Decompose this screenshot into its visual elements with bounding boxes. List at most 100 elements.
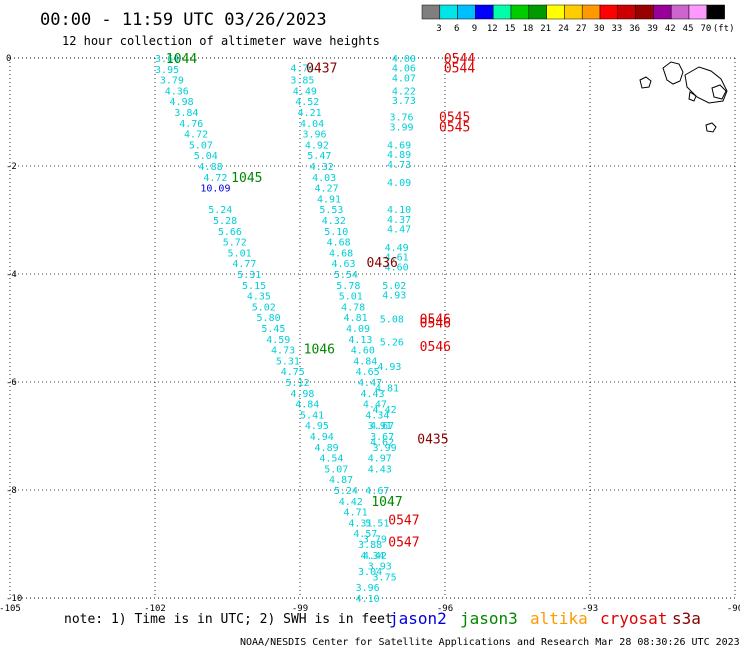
swh-value-label: 4.65 bbox=[356, 367, 380, 378]
colorbar-swatch bbox=[457, 4, 476, 20]
colorbar-tick-label: 15 bbox=[505, 24, 516, 34]
colorbar-swatch bbox=[599, 4, 619, 20]
swh-value-label: 5.26 bbox=[380, 338, 404, 349]
swh-value-label: 5.31 bbox=[237, 270, 261, 281]
swh-value-label: 4.03 bbox=[312, 173, 336, 184]
swh-value-label: 4.62 bbox=[370, 437, 394, 448]
swh-value-label: 3.88 bbox=[358, 540, 382, 551]
swh-value-label: 4.10 bbox=[387, 205, 411, 216]
swh-value-label: 5.66 bbox=[218, 227, 242, 238]
footer-credit: NOAA/NESDIS Center for Satellite Applica… bbox=[240, 637, 740, 648]
swh-value-label: 3.96 bbox=[356, 583, 380, 594]
swh-value-label: 4.95 bbox=[305, 421, 329, 432]
swh-value-label: 5.31 bbox=[276, 356, 300, 367]
colorbar-swatch bbox=[510, 4, 530, 20]
data-points: 3.643.953.794.364.983.844.764.725.075.04… bbox=[155, 54, 416, 605]
pass-time-label: 0545 bbox=[439, 110, 470, 125]
x-tick-label: -99 bbox=[292, 604, 308, 614]
swh-value-label: 3.75 bbox=[373, 572, 397, 583]
island-outline bbox=[711, 84, 727, 100]
swh-value-label: 4.13 bbox=[348, 335, 372, 346]
swh-value-label: 5.01 bbox=[339, 292, 363, 303]
colorbar-swatch bbox=[581, 4, 601, 20]
y-axis-ticks: 0 -2 -4 -6 -8 -10 bbox=[6, 54, 22, 604]
colorbar: 3 6 9 12 15 18 21 24 27 30 33 36 39 42 45 70 (ft) bbox=[421, 4, 735, 34]
pass-time-label: 0436 bbox=[367, 256, 398, 271]
swh-value-label: 3.73 bbox=[392, 96, 416, 107]
colorbar-tick-label: 3 bbox=[436, 24, 441, 34]
swh-value-label: 3.64 bbox=[155, 54, 179, 65]
colorbar-tick-label: 30 bbox=[594, 24, 605, 34]
swh-value-label: 3.67 bbox=[370, 432, 394, 443]
swh-value-label: 4.97 bbox=[368, 454, 392, 465]
satellite-legend-jason2: jason2 bbox=[389, 609, 447, 628]
swh-value-label: 4.31 bbox=[348, 518, 372, 529]
island-outline bbox=[684, 66, 728, 104]
swh-value-label: 4.81 bbox=[344, 313, 368, 324]
swh-value-label: 4.32 bbox=[322, 216, 346, 227]
swh-value-label: 5.41 bbox=[300, 410, 324, 421]
swh-value-label: 4.76 bbox=[179, 119, 203, 130]
colorbar-tick-label: 24 bbox=[558, 24, 569, 34]
swh-value-label: 5.72 bbox=[223, 238, 247, 249]
swh-value-label: 4.04 bbox=[300, 119, 324, 130]
swh-value-label: 4.78 bbox=[341, 302, 365, 313]
swh-value-label: 4.32 bbox=[310, 162, 334, 173]
colorbar-tick-label: 36 bbox=[629, 24, 640, 34]
pass-time-label: 1046 bbox=[304, 343, 335, 358]
time-labels: 1044043705440544054505451045043605460546… bbox=[166, 52, 475, 550]
swh-value-label: 3.99 bbox=[373, 443, 397, 454]
colorbar-swatch bbox=[635, 4, 654, 20]
swh-value-label: 4.74 bbox=[290, 64, 314, 75]
chart-title: 00:00 - 11:59 UTC 03/26/2023 bbox=[40, 10, 327, 30]
colorbar-tick-label: 21 bbox=[540, 24, 551, 34]
swh-value-label: 5.28 bbox=[213, 216, 237, 227]
colorbar-tick-label: 12 bbox=[487, 24, 498, 34]
island-outline bbox=[688, 91, 697, 102]
swh-value-label: 4.98 bbox=[290, 389, 314, 400]
pass-time-label: 0546 bbox=[420, 317, 451, 332]
pass-time-label: 1047 bbox=[371, 495, 402, 510]
y-tick-label: -10 bbox=[6, 594, 22, 604]
swh-value-label: 4.60 bbox=[385, 262, 409, 273]
swh-value-label: 4.37 bbox=[387, 215, 411, 226]
swh-value-label: 4.84 bbox=[295, 400, 319, 411]
swh-value-label: 4.07 bbox=[392, 73, 416, 84]
swh-value-label: 4.67 bbox=[370, 421, 394, 432]
swh-value-label: 4.47 bbox=[363, 400, 387, 411]
swh-value-label: 5.54 bbox=[334, 270, 358, 281]
grid bbox=[9, 57, 736, 599]
swh-value-label: 4.63 bbox=[331, 259, 355, 270]
swh-value-label: 3.79 bbox=[160, 76, 184, 87]
y-tick-label: -2 bbox=[6, 162, 17, 172]
swh-value-label: 4.34 bbox=[360, 551, 384, 562]
swh-value-label: 3.95 bbox=[155, 65, 179, 76]
swh-value-label: 5.45 bbox=[261, 324, 285, 335]
swh-value-label: 4.68 bbox=[327, 238, 351, 249]
swh-value-label: 4.93 bbox=[377, 362, 401, 373]
pass-time-label: 1044 bbox=[166, 52, 197, 67]
colorbar-swatch bbox=[670, 4, 690, 20]
x-tick-label: -90 bbox=[727, 604, 740, 614]
satellite-legend-s3a: s3a bbox=[672, 609, 701, 628]
swh-value-label: 4.81 bbox=[375, 383, 399, 394]
swh-value-label: 4.06 bbox=[392, 64, 416, 75]
swh-value-label: 4.35 bbox=[247, 292, 271, 303]
swh-value-label: 4.73 bbox=[387, 160, 411, 171]
swh-value-label: 3.84 bbox=[174, 108, 198, 119]
swh-value-label: 5.78 bbox=[336, 281, 360, 292]
swh-value-label: 3.79 bbox=[363, 535, 387, 546]
swh-value-label: 4.60 bbox=[351, 346, 375, 357]
colorbar-swatch bbox=[439, 4, 458, 20]
colorbar-tick-label: (ft) bbox=[713, 24, 735, 34]
swh-value-label: 4.89 bbox=[387, 150, 411, 161]
colorbar-swatch bbox=[564, 4, 583, 20]
swh-value-label: 4.69 bbox=[387, 140, 411, 151]
pass-time-label: 0547 bbox=[388, 514, 419, 529]
swh-value-label: 3.96 bbox=[302, 130, 326, 141]
swh-value-label: 4.36 bbox=[165, 86, 189, 97]
colorbar-tick-label: 70 bbox=[700, 24, 711, 34]
swh-value-label: 4.94 bbox=[310, 432, 334, 443]
colorbar-tick-label: 6 bbox=[454, 24, 459, 34]
